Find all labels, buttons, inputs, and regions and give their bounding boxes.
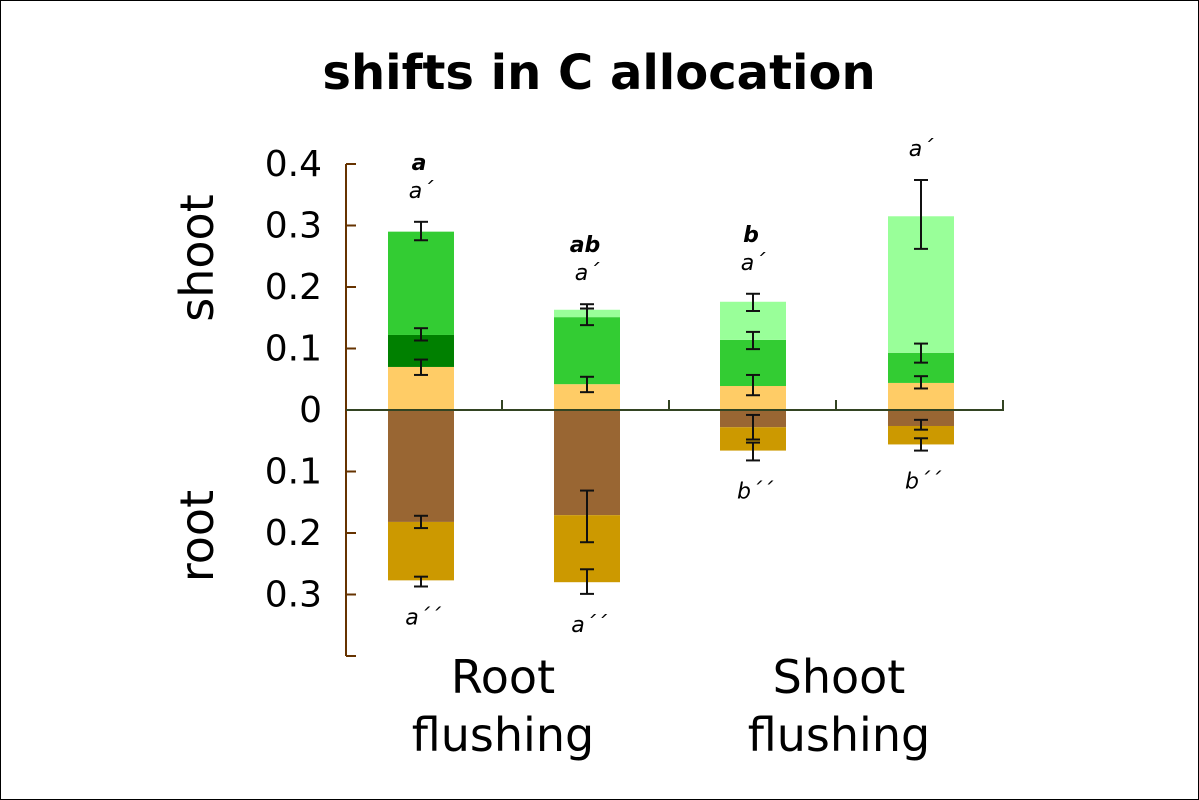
group-label-shoot-flushing-line2: flushing [748,708,930,762]
y-tick-label: 0.1 [265,452,322,493]
significance-letter-root: b´´ [737,479,774,504]
error-bar [914,342,928,364]
significance-letter-total: ab [570,233,601,258]
error-bar [914,178,928,250]
shoot-segment [388,231,454,335]
error-bar [914,418,928,431]
significance-letter-shoot: a´ [909,137,934,162]
shoot-segment [720,386,786,410]
error-bar [580,303,594,310]
significance-letter-root: a´´ [571,613,607,638]
error-bar [746,413,760,441]
root-segment [388,521,454,581]
y-label-shoot: shoot [170,194,224,321]
error-bar [414,327,428,342]
group-label-root-flushing-line2: flushing [412,708,594,762]
error-bar [414,220,428,242]
error-bar [414,514,428,530]
root-segment [888,410,954,426]
root-segment [388,410,454,522]
y-label-root: root [170,490,224,582]
y-tick-label: 0.1 [265,329,322,370]
significance-letter-total: b [743,223,759,248]
error-bar [746,373,760,397]
chart-title: shifts in C allocation [322,45,875,101]
y-tick-label: 0.3 [265,575,322,616]
significance-letter-root: a´´ [405,606,441,631]
error-bar [914,437,928,452]
y-tick-label: 0 [299,390,322,431]
group-label-root-flushing-line1: Root [451,650,555,704]
significance-letter-root: b´´ [905,470,942,495]
error-bar [746,292,760,312]
significance-letter-shoot: a´ [409,179,434,204]
root-segment [888,425,954,445]
group-label-shoot-flushing-line1: Shoot [773,650,906,704]
error-bar [580,375,594,394]
shoot-segment [554,317,620,385]
error-bar [414,575,428,588]
significance-letter-shoot: a´ [575,261,600,286]
significance-letter-shoot: a´ [741,251,766,276]
error-bar [580,489,594,544]
error-bar [746,441,760,462]
y-tick-label: 0.2 [265,267,322,308]
error-bar [580,568,594,595]
y-tick-label: 0.2 [265,513,322,554]
y-tick-label: 0.4 [265,144,322,185]
significance-letter-total: a [412,151,427,176]
y-tick-label: 0.3 [265,206,322,247]
error-bar [746,330,760,351]
error-bar [914,375,928,390]
error-bar [414,358,428,376]
